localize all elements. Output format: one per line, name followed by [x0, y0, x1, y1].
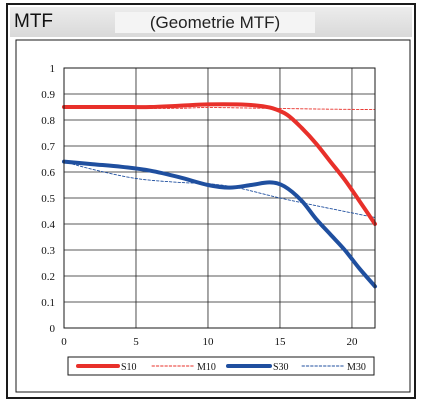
y-tick-label: 1	[50, 63, 56, 75]
y-tick-label: 0.5	[41, 193, 55, 205]
series-line-s30	[62, 159, 377, 289]
x-tick-label: 5	[133, 336, 139, 348]
header-title: MTF	[14, 11, 54, 32]
series-line-s10	[62, 102, 377, 226]
x-tick-label: 10	[202, 336, 214, 348]
legend-label-s10: S10	[121, 362, 137, 373]
y-tick-label: 0.6	[41, 167, 55, 179]
x-tick-label: 0	[61, 336, 67, 348]
header-bar: MTF (Geometrie MTF)	[10, 7, 412, 37]
legend-label-s30: S30	[273, 362, 289, 373]
y-tick-label: 0.8	[41, 115, 55, 127]
y-tick-label: 0.9	[41, 89, 55, 101]
chart-border	[15, 39, 411, 393]
y-tick-label: 0	[50, 323, 56, 335]
y-tick-label: 0.7	[41, 141, 55, 153]
chart-title: (Geometrie MTF)	[115, 12, 315, 33]
y-tick-label: 0.1	[41, 297, 55, 309]
x-tick-label: 20	[346, 336, 358, 348]
legend-label-m30: M30	[347, 362, 366, 373]
x-tick-label: 15	[274, 336, 286, 348]
plot-area	[63, 67, 376, 329]
y-tick-label: 0.4	[41, 219, 55, 231]
y-tick-label: 0.2	[41, 271, 55, 283]
y-tick-label: 0.3	[41, 245, 55, 257]
legend-label-m10: M10	[197, 362, 216, 373]
legend-box	[67, 356, 375, 376]
